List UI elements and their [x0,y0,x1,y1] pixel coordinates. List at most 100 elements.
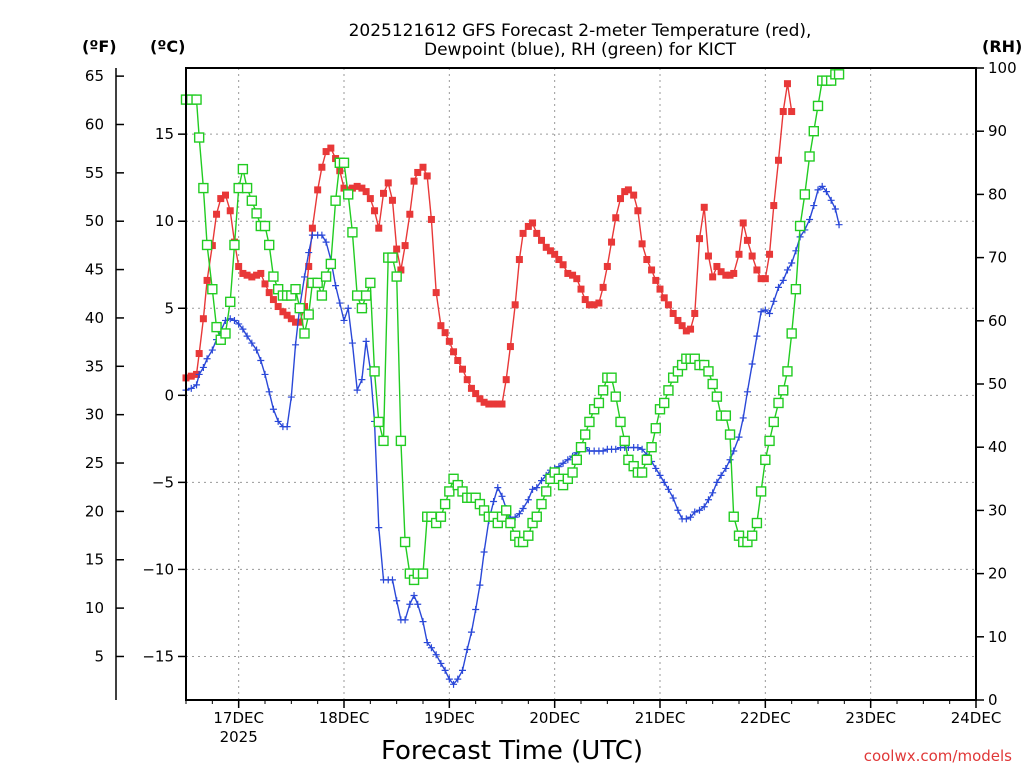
rh-point [225,296,236,308]
rh-point [505,517,516,529]
temperature-point [419,163,427,171]
fahrenheit-tick-label: 10 [85,599,104,617]
x-tick-label: 23DEC [845,709,896,727]
temperature-point [515,256,523,264]
temperature-point [788,108,796,116]
dewpoint-point [353,386,361,394]
temperature-point [739,219,747,227]
dewpoint-point [722,464,730,472]
rh-point [773,397,784,409]
temperature-point [450,348,458,356]
dewpoint-point [445,675,453,683]
dewpoint-point [717,471,725,479]
temperature-point [783,80,791,88]
temperature-point [441,329,449,337]
temperature-point [239,269,247,277]
dewpoint-point [301,273,308,281]
temperature-point [634,207,642,215]
unit-rh-label: (RH) [982,37,1022,56]
source-credit: coolwx.com/models [864,747,1012,765]
temperature-point [546,247,554,255]
rh-tick-label: 10 [988,628,1007,646]
dewpoint-point [674,506,682,514]
dewpoint-point [743,388,751,396]
temperature-point [296,318,304,326]
temperature-point [314,186,322,194]
rh-point [541,486,552,497]
temperature-point [401,242,409,250]
dewpoint-point [427,644,435,652]
x-tick-label: 22DEC [740,709,791,727]
temperature-point [203,276,211,284]
dewpoint-point [362,337,370,345]
dewpoint-point [208,346,216,354]
dewpoint-point [199,363,207,371]
temperature-point [502,376,510,384]
dewpoint-point [187,384,195,392]
dewpoint-point [739,414,747,422]
dewpoint-point [788,259,796,267]
dewpoint-point [638,445,646,453]
dewpoint-point [775,283,782,291]
dewpoint-point [664,485,672,493]
fahrenheit-tick-label: 60 [85,115,104,133]
temperature-point [336,167,344,175]
temperature-point [397,266,405,274]
rh-point [764,435,775,447]
plot-frame [185,67,977,701]
temperature-point [581,296,589,304]
fahrenheit-tick-label: 35 [85,357,104,375]
temperature-point [595,299,603,307]
fahrenheit-tick-label: 30 [85,406,104,424]
rh-point [610,391,621,402]
dewpoint-point [770,297,778,305]
dewpoint-point [779,276,787,284]
temperature-point [265,289,273,297]
rh-point [703,366,714,377]
rh-point [207,284,218,295]
dewpoint-point [340,316,348,324]
chart-title-line1: 2025121612 GFS Forecast 2-meter Temperat… [349,21,812,41]
rh-point [246,195,258,206]
rh-point [794,220,806,232]
dewpoint-point [283,423,291,431]
rh-point [724,429,736,440]
temperature-point [269,296,277,304]
temperature-point [735,250,743,258]
temperature-point [490,400,498,408]
temperature-point [261,280,269,288]
dewpoint-point [559,459,567,467]
temperature-point [743,236,751,244]
dewpoint-point [239,325,247,333]
temperature-point [524,222,532,230]
temperature-point [569,271,577,279]
rh-point [720,410,732,421]
grid-lines [186,68,976,700]
temperature-point [608,238,616,246]
rh-point [517,536,529,548]
unit-fahrenheit-label: (ºF) [82,37,117,56]
dewpoint-point [423,639,431,647]
rh-tick-label: 20 [988,565,1007,583]
temperature-point [704,252,712,260]
dewpoint-point [704,496,712,504]
dewpoint-point [318,231,326,239]
dewpoint-point [195,370,203,378]
rh-tick-label: 90 [988,122,1007,140]
temperature-point [621,188,629,196]
temperature-point [283,311,291,319]
temperature-point [327,144,335,152]
rh-point [615,416,626,428]
dewpoint-point [274,417,282,425]
temperature-point [362,188,370,196]
temperature-point [709,273,717,281]
rh-point [369,366,380,377]
x-tick-label: 24DEC [951,709,1002,727]
temperature-point [384,179,392,187]
dewpoint-point [348,339,356,347]
rh-point [790,284,802,295]
rh-point [435,511,447,522]
temperature-point [388,196,396,204]
rh-point [636,467,648,478]
dewpoint-point [498,492,506,500]
